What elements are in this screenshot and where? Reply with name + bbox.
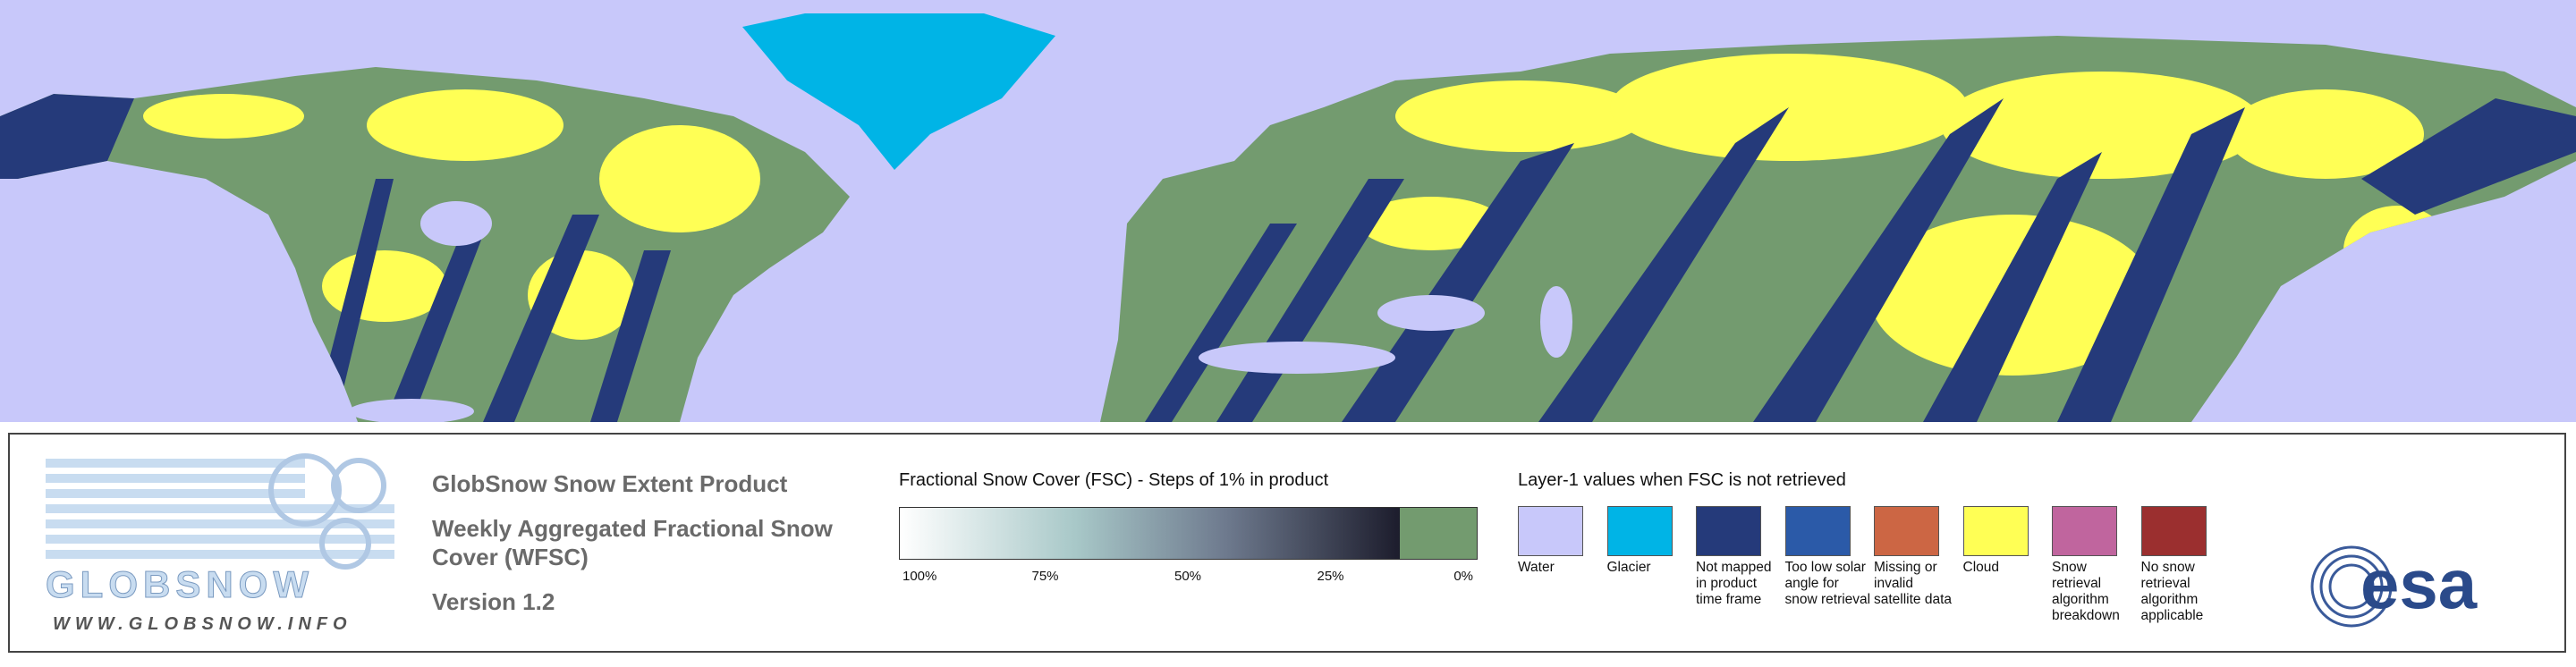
layer1-title: Layer-1 values when FSC is not retrieved [1518, 470, 1846, 490]
legend-panel: GLOBSNOW WWW.GLOBSNOW.INFO GlobSnow Snow… [8, 433, 2566, 653]
legend-label: Missing or invalid satellite data [1874, 560, 1953, 607]
fsc-tick-label: 75% [1031, 569, 1059, 584]
legend-label: Snow retrieval algorithm breakdown [2052, 560, 2120, 623]
fsc-tick-label: 100% [902, 569, 937, 584]
legend-swatch [1962, 506, 2029, 556]
legend-label: Not mapped in product time frame [1696, 560, 1772, 607]
legend-swatch [1874, 506, 1939, 556]
legend-swatch [1696, 506, 1761, 556]
legend-swatch [1784, 506, 1851, 556]
esa-text: esa [2360, 545, 2478, 623]
fsc-tick-label: 25% [1317, 569, 1344, 584]
legend-swatch [1606, 506, 1673, 556]
product-title: GlobSnow Snow Extent Product [432, 470, 788, 497]
inland-seas [349, 201, 1572, 422]
logo-name: GLOBSNOW [46, 563, 314, 605]
legend-label: Too low solar angle for snow retrieval [1784, 560, 1871, 607]
legend-label: Glacier [1606, 560, 1651, 575]
legend-label: Cloud [1962, 560, 2000, 575]
snow-map [0, 0, 2576, 422]
legend-swatch [2140, 506, 2207, 556]
globsnow-logo: GLOBSNOW WWW.GLOBSNOW.INFO [46, 453, 394, 634]
fsc-colorbar [899, 507, 1402, 560]
fsc-tick-label: 50% [1174, 569, 1202, 584]
subtitle: Weekly Aggregated Fractional Snow [432, 515, 833, 542]
legend-label: No snow retrieval algorithm applicable [2140, 560, 2204, 623]
legend-swatch [1518, 506, 1583, 556]
legend-label: Water [1518, 560, 1555, 575]
fsc-tick-label: 0% [1453, 569, 1473, 584]
version: Version 1.2 [432, 588, 555, 615]
fsc-zero [1400, 507, 1478, 560]
subtitle: Cover (WFSC) [432, 544, 589, 570]
legend-swatch [2052, 506, 2117, 556]
greenland [742, 13, 1055, 170]
esa-logo: esa [2310, 545, 2478, 628]
logo-url: WWW.GLOBSNOW.INFO [53, 614, 352, 634]
fsc-title: Fractional Snow Cover (FSC) - Steps of 1… [899, 470, 1329, 490]
